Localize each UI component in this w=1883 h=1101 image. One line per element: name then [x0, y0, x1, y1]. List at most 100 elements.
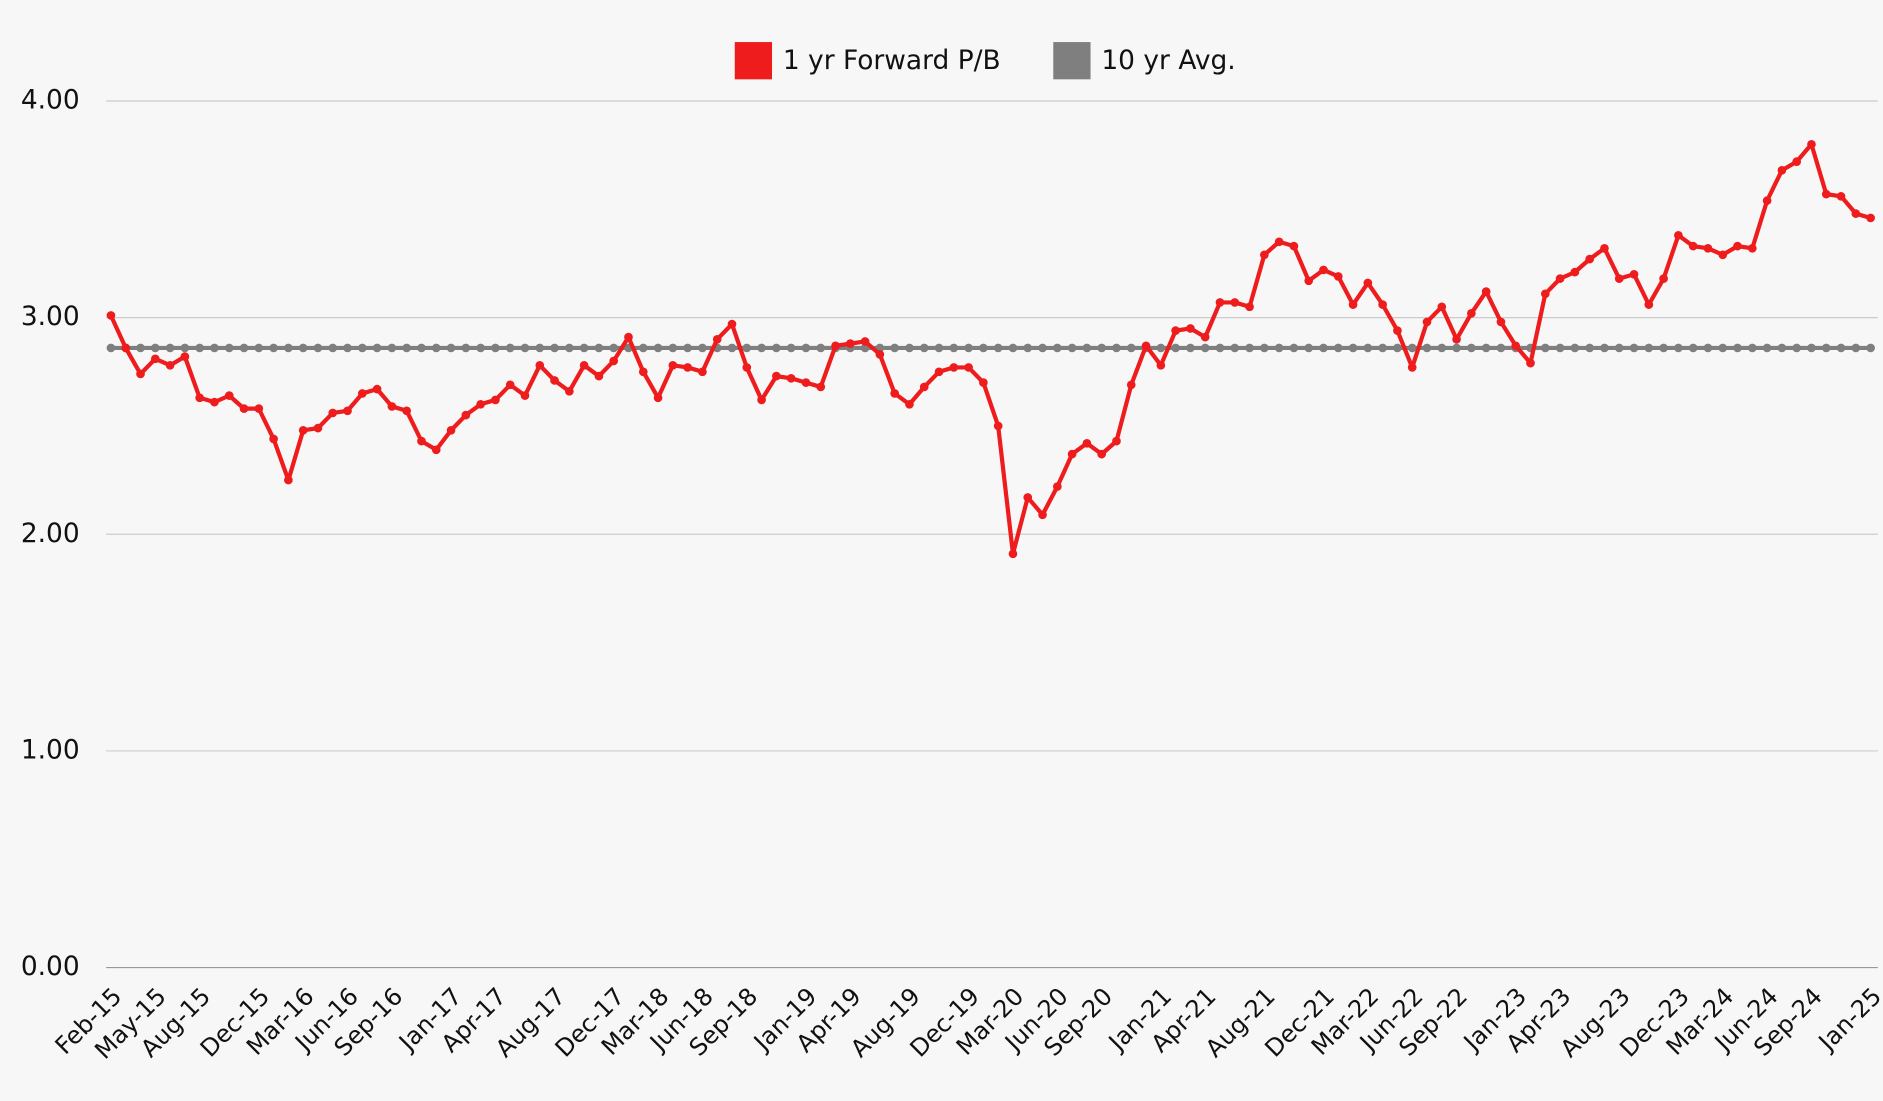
point — [1333, 272, 1343, 281]
point — [180, 343, 190, 353]
y-tick-label: 4.00 — [21, 84, 80, 115]
point — [905, 399, 914, 409]
y-tick-label: 0.00 — [21, 951, 80, 982]
legend-swatch — [734, 42, 773, 80]
point — [1688, 241, 1698, 251]
point — [195, 343, 204, 353]
point — [535, 343, 545, 353]
point — [949, 343, 959, 353]
point — [239, 404, 249, 413]
point — [653, 393, 663, 403]
point — [165, 343, 175, 353]
point — [949, 363, 959, 372]
point — [1126, 380, 1136, 390]
point — [683, 363, 692, 372]
point — [594, 343, 604, 353]
point — [1718, 343, 1728, 353]
point — [431, 343, 441, 353]
point — [106, 311, 116, 320]
point — [1348, 343, 1358, 353]
point — [1792, 343, 1802, 353]
point — [1540, 289, 1550, 299]
point — [1526, 358, 1535, 368]
point — [1141, 341, 1151, 351]
point — [594, 371, 604, 381]
point — [1186, 324, 1195, 333]
point — [1866, 343, 1875, 353]
point — [801, 343, 811, 353]
point — [1866, 213, 1875, 223]
point — [609, 343, 619, 353]
y-tick-label: 1.00 — [21, 734, 80, 765]
point — [1289, 343, 1299, 353]
point — [1762, 343, 1772, 353]
x-tick-label: Jan-25 — [1812, 982, 1883, 1057]
point — [520, 391, 530, 400]
point — [550, 343, 559, 353]
point — [1023, 343, 1033, 353]
point — [1807, 343, 1816, 353]
point — [1733, 241, 1742, 251]
point — [150, 343, 160, 353]
point — [1082, 438, 1092, 448]
point — [136, 343, 145, 353]
point — [1496, 317, 1506, 327]
point — [1112, 436, 1121, 446]
point — [1792, 157, 1802, 166]
point — [1585, 343, 1594, 353]
point — [1659, 274, 1668, 283]
point — [1289, 241, 1299, 251]
point — [1215, 298, 1225, 307]
point — [1274, 237, 1284, 247]
point — [993, 421, 1003, 431]
point — [1052, 343, 1062, 353]
point — [1067, 343, 1077, 353]
point — [1747, 343, 1757, 353]
legend-label: 10 yr Avg. — [1101, 45, 1235, 76]
legend-swatch — [1053, 42, 1091, 80]
point — [1807, 139, 1816, 149]
point — [757, 343, 766, 353]
point — [1851, 343, 1861, 353]
y-tick-label: 3.00 — [21, 301, 80, 332]
point — [772, 343, 781, 353]
point — [402, 406, 412, 416]
point — [979, 378, 988, 387]
point — [254, 343, 264, 353]
y-tick-label: 2.00 — [21, 518, 80, 549]
point — [1659, 343, 1668, 353]
point — [1629, 343, 1639, 353]
point — [1851, 209, 1861, 218]
point — [136, 369, 145, 379]
point — [210, 397, 219, 407]
point — [1171, 343, 1180, 353]
point — [446, 343, 456, 353]
point — [905, 343, 914, 353]
point — [638, 343, 648, 353]
point — [1067, 449, 1077, 459]
point — [1038, 510, 1047, 520]
point — [964, 343, 973, 353]
point — [1126, 343, 1136, 353]
point — [1378, 300, 1387, 309]
point — [313, 423, 323, 433]
point — [964, 363, 973, 372]
point — [1333, 343, 1343, 353]
point — [1304, 343, 1314, 353]
point — [919, 343, 929, 353]
point — [491, 395, 500, 405]
point — [1097, 449, 1107, 459]
point — [313, 343, 323, 353]
point — [269, 343, 278, 353]
point — [1614, 274, 1624, 283]
series — [106, 139, 1875, 559]
point — [875, 350, 885, 359]
point — [1407, 363, 1417, 372]
point — [1718, 250, 1728, 260]
point — [1467, 343, 1476, 353]
point — [890, 343, 899, 353]
point — [461, 410, 471, 420]
point — [1407, 343, 1417, 353]
point — [816, 382, 826, 392]
point — [1481, 287, 1491, 296]
